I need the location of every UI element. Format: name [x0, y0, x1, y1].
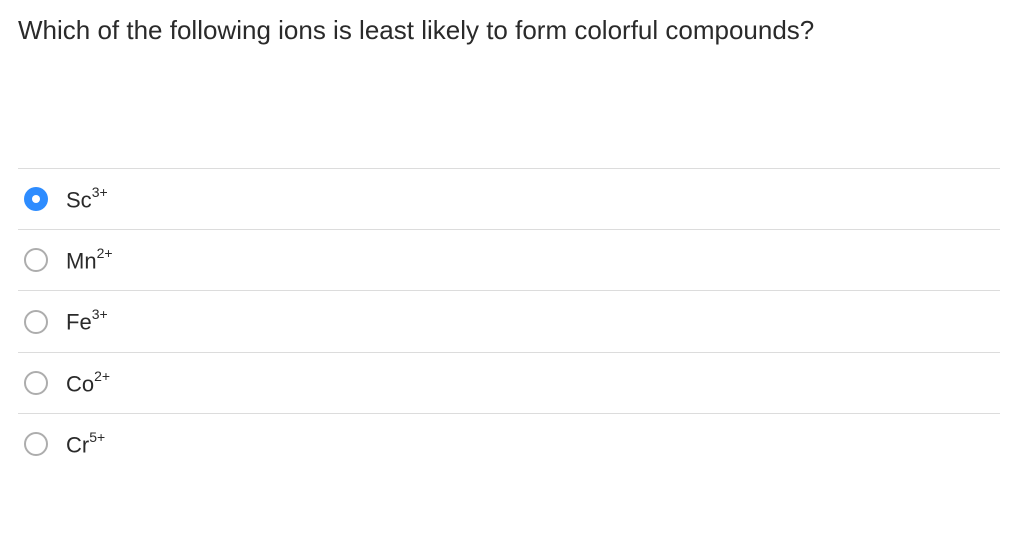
option-charge: 5+ [89, 429, 105, 445]
option-element: Co [66, 371, 94, 396]
option-label: Sc3+ [66, 187, 108, 211]
option-row[interactable]: Mn2+ [18, 230, 1000, 291]
option-element: Fe [66, 310, 92, 335]
radio-button[interactable] [24, 248, 48, 272]
option-element: Cr [66, 432, 89, 457]
option-label: Co2+ [66, 371, 110, 395]
option-element: Sc [66, 187, 92, 212]
option-charge: 3+ [92, 184, 108, 200]
option-row[interactable]: Sc3+ [18, 169, 1000, 230]
option-element: Mn [66, 248, 97, 273]
radio-button[interactable] [24, 432, 48, 456]
option-list: Sc3+ Mn2+ Fe3+ Co2+ Cr5+ [18, 168, 1000, 475]
option-charge: 3+ [92, 306, 108, 322]
option-label: Cr5+ [66, 432, 105, 456]
radio-button[interactable] [24, 371, 48, 395]
option-row[interactable]: Cr5+ [18, 414, 1000, 474]
quiz-container: Which of the following ions is least lik… [0, 0, 1018, 488]
option-row[interactable]: Co2+ [18, 353, 1000, 414]
option-row[interactable]: Fe3+ [18, 291, 1000, 352]
question-text: Which of the following ions is least lik… [18, 14, 1000, 48]
option-charge: 2+ [97, 245, 113, 261]
option-charge: 2+ [94, 368, 110, 384]
radio-button[interactable] [24, 310, 48, 334]
option-label: Fe3+ [66, 309, 108, 333]
radio-button[interactable] [24, 187, 48, 211]
option-label: Mn2+ [66, 248, 113, 272]
